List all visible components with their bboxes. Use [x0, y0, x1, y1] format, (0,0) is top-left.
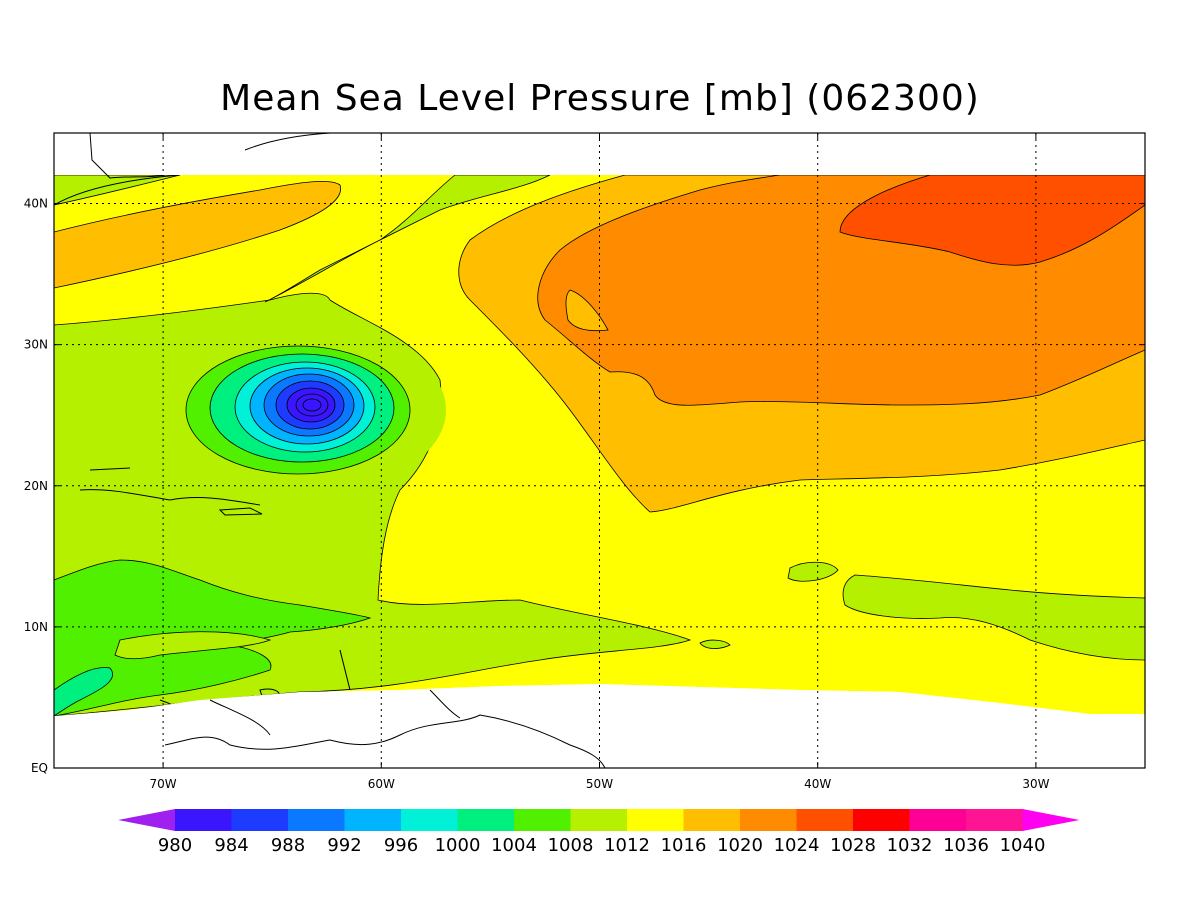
colorbar-label: 1016 — [661, 835, 707, 856]
colorbar-label: 1000 — [435, 835, 481, 856]
colorbar-label: 992 — [327, 835, 361, 856]
colorbar-box — [909, 809, 967, 831]
field-1016-nw — [54, 181, 342, 289]
coastlines-overlay — [89, 132, 606, 769]
x-tick-label: 60W — [368, 777, 395, 791]
colorbar-box — [740, 809, 797, 831]
field-1000-sw — [54, 667, 113, 717]
colorbar-label: 1032 — [887, 835, 933, 856]
colorbar-box — [457, 809, 515, 831]
pressure-field — [54, 133, 1145, 768]
colorbar-box — [570, 809, 628, 831]
colorbar-label: 1020 — [717, 835, 763, 856]
colorbar-box — [627, 809, 684, 831]
field-1024 — [839, 174, 1145, 266]
colorbar-label: 1024 — [774, 835, 820, 856]
field-1008-small2 — [699, 639, 731, 649]
axis-ticks: 70W 60W 50W 40W 30W 40N 30N 20N 10N EQ — [24, 133, 1145, 791]
colorbar-box — [288, 809, 345, 831]
colorbar-label: 1008 — [548, 835, 594, 856]
colorbar-box — [966, 809, 1023, 831]
colorbar-label: 996 — [384, 835, 418, 856]
y-tick-label: 20N — [24, 479, 48, 493]
x-tick-label: 70W — [150, 777, 177, 791]
y-tick-label: EQ — [31, 761, 48, 775]
x-tick-label: 50W — [586, 777, 613, 791]
colorbar-label: 1004 — [491, 835, 537, 856]
field-1008-small1 — [787, 561, 839, 582]
colorbar-box — [344, 809, 402, 831]
field-1008-east — [842, 574, 1145, 661]
field-1008-sw-band — [114, 631, 272, 660]
colorbar-label: 1040 — [1000, 835, 1046, 856]
nodata-south — [54, 684, 1145, 768]
y-tick-label: 10N — [24, 620, 48, 634]
colorbar-box — [796, 809, 854, 831]
colorbar-box — [683, 809, 741, 831]
field-1008-tongue — [264, 174, 551, 303]
colorbar-label: 988 — [271, 835, 305, 856]
colorbar-box — [853, 809, 910, 831]
colorbar-label: 1012 — [604, 835, 650, 856]
colorbar-box — [514, 809, 571, 831]
colorbar-box — [401, 809, 458, 831]
colorbar-label: 1036 — [943, 835, 989, 856]
colorbar-label: 1028 — [830, 835, 876, 856]
x-tick-label: 30W — [1022, 777, 1049, 791]
colorbar-box — [175, 809, 232, 831]
y-tick-label: 40N — [24, 197, 48, 211]
colorbar-under-arrow — [118, 809, 175, 831]
field-1016-hole — [565, 289, 609, 332]
x-tick-label: 40W — [804, 777, 831, 791]
y-tick-label: 30N — [24, 338, 48, 352]
chart-title: Mean Sea Level Pressure [mb] (062300) — [220, 78, 980, 119]
grid-lines — [54, 133, 1145, 768]
colorbar-label: 980 — [158, 835, 192, 856]
colorbar-over-arrow — [1022, 809, 1080, 831]
colorbar-label: 984 — [214, 835, 248, 856]
colorbar-box — [231, 809, 289, 831]
colorbar: 980 984 988 992 996 1000 1004 1008 1012 1016 1020 1… — [118, 809, 1080, 856]
hurricane-low — [154, 325, 446, 495]
